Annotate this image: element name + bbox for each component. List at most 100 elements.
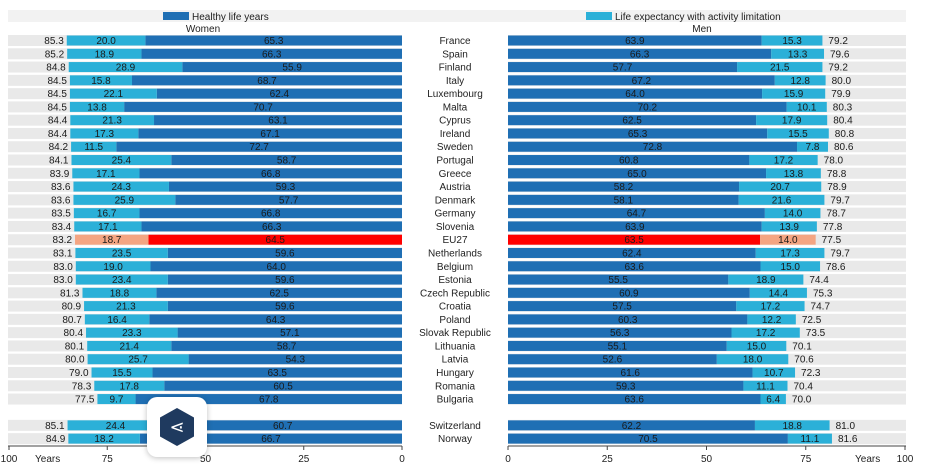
country-label-lithuania: Lithuania [435, 341, 476, 352]
country-label-slovenia: Slovenia [436, 222, 475, 233]
label-women-total-croatia: 80.9 [62, 302, 82, 313]
label-men-healthy-austria: 58.2 [614, 182, 634, 193]
label-women-total-slovak-republic: 80.4 [64, 328, 84, 339]
label-men-healthy-czech-republic: 60.9 [619, 288, 639, 299]
label-women-limitation-malta: 13.8 [87, 102, 107, 113]
label-men-limitation-portugal: 17.2 [774, 156, 794, 167]
label-men-healthy-hungary: 61.6 [621, 368, 641, 379]
men-panel-title: Men [692, 24, 711, 35]
label-women-total-spain: 85.2 [45, 49, 65, 60]
bar-women-limitation-spain [67, 48, 142, 59]
bar-women-limitation-italy [69, 75, 133, 86]
bar-men-limitation-netherlands [755, 247, 825, 258]
men-axis-unit: Years [855, 454, 880, 465]
bar-men-limitation-eu27 [760, 234, 816, 245]
label-women-limitation-croatia: 21.3 [116, 302, 136, 313]
bar-men-limitation-poland [747, 314, 796, 325]
label-women-limitation-latvia: 25.7 [128, 355, 148, 366]
bar-men-limitation-slovak-republic [731, 327, 800, 338]
label-men-healthy-cyprus: 62.5 [622, 116, 642, 127]
label-women-total-portugal: 84.1 [49, 156, 69, 167]
label-men-total-slovenia: 77.8 [823, 222, 843, 233]
women-tick-label-25: 25 [298, 454, 310, 465]
label-men-total-croatia: 74.7 [811, 302, 831, 313]
bar-women-healthy-slovenia [141, 221, 403, 232]
label-men-healthy-bulgaria: 63.6 [625, 395, 645, 406]
label-men-healthy-luxembourg: 64.0 [625, 89, 645, 100]
bar-women-healthy-sweden [116, 141, 402, 152]
women-axis-unit: Years [35, 454, 60, 465]
label-men-total-lithuania: 70.1 [792, 341, 812, 352]
label-women-healthy-switzerland: 60.7 [273, 421, 293, 432]
label-men-healthy-netherlands: 62.4 [622, 248, 642, 259]
label-men-total-hungary: 72.3 [801, 368, 821, 379]
label-women-healthy-norway: 66.7 [261, 434, 281, 445]
label-men-limitation-switzerland: 18.8 [783, 421, 803, 432]
bar-women-healthy-slovak-republic [177, 327, 402, 338]
bar-men-healthy-eu27 [508, 234, 761, 245]
label-men-healthy-germany: 64.7 [627, 209, 647, 220]
label-women-limitation-finland: 28.9 [116, 63, 136, 74]
bar-men-limitation-estonia [728, 274, 804, 285]
label-women-healthy-cyprus: 63.1 [268, 116, 288, 127]
country-label-bulgaria: Bulgaria [437, 395, 474, 406]
label-men-total-germany: 78.7 [826, 209, 846, 220]
label-women-healthy-greece: 66.8 [261, 169, 281, 180]
country-label-cyprus: Cyprus [439, 116, 471, 127]
label-men-healthy-slovak-republic: 56.3 [610, 328, 630, 339]
bar-women-limitation-germany [73, 208, 140, 219]
bar-men-limitation-slovenia [761, 221, 817, 232]
bar-women-limitation-czech-republic [82, 287, 157, 298]
label-women-limitation-greece: 17.1 [96, 169, 116, 180]
men-tick-label-75: 75 [800, 454, 812, 465]
bar-women-healthy-denmark [175, 194, 402, 205]
bar-men-limitation-bulgaria [760, 394, 786, 405]
label-women-limitation-slovak-republic: 23.3 [122, 328, 142, 339]
bar-women-healthy-lithuania [171, 340, 402, 351]
label-men-limitation-greece: 13.8 [784, 169, 804, 180]
label-men-healthy-poland: 60.3 [618, 315, 638, 326]
bar-men-limitation-norway [787, 433, 832, 444]
label-women-total-finland: 84.8 [46, 63, 66, 74]
bar-women-limitation-finland [68, 62, 183, 73]
label-women-healthy-eu27: 64.5 [266, 235, 286, 246]
label-women-total-hungary: 79.0 [69, 368, 89, 379]
label-men-total-ireland: 80.8 [835, 129, 855, 140]
label-men-total-latvia: 70.6 [794, 355, 814, 366]
bar-women-healthy-luxembourg [156, 88, 402, 99]
label-men-total-bulgaria: 70.0 [792, 395, 812, 406]
label-men-healthy-portugal: 60.8 [619, 156, 639, 167]
label-men-limitation-eu27: 14.0 [778, 235, 798, 246]
bar-men-healthy-france [508, 35, 762, 46]
label-women-limitation-ireland: 17.3 [95, 129, 115, 140]
label-women-total-netherlands: 83.1 [53, 248, 73, 259]
women-tick-label-100: 100 [1, 454, 18, 465]
label-men-limitation-hungary: 10.7 [764, 368, 784, 379]
label-men-limitation-finland: 21.5 [770, 63, 790, 74]
bar-men-limitation-hungary [752, 367, 796, 378]
label-women-total-cyprus: 84.4 [48, 116, 68, 127]
bar-women-limitation-norway [68, 433, 140, 444]
bar-women-healthy-estonia [167, 274, 402, 285]
label-men-healthy-croatia: 57.5 [612, 302, 632, 313]
label-women-total-romania: 78.3 [72, 381, 92, 392]
label-women-healthy-austria: 59.3 [276, 182, 296, 193]
label-women-total-italy: 84.5 [47, 76, 67, 87]
bar-men-healthy-slovenia [508, 221, 762, 232]
legend-label-healthy: Healthy life years [192, 12, 269, 23]
label-women-total-estonia: 83.0 [53, 275, 73, 286]
label-men-total-sweden: 80.6 [834, 142, 854, 153]
label-men-limitation-france: 15.3 [782, 36, 802, 47]
label-women-total-austria: 83.6 [51, 182, 71, 193]
legend: Healthy life years Life expectancy with … [8, 10, 906, 23]
bar-women-healthy-austria [168, 181, 402, 192]
bar-men-healthy-malta [508, 101, 787, 112]
label-women-healthy-italy: 68.7 [257, 76, 277, 87]
label-women-limitation-cyprus: 21.3 [102, 116, 122, 127]
label-women-healthy-sweden: 72.7 [249, 142, 269, 153]
bar-women-limitation-denmark [73, 194, 176, 205]
bar-women-limitation-malta [69, 101, 125, 112]
label-men-total-austria: 78.9 [827, 182, 847, 193]
label-men-total-spain: 79.6 [830, 49, 850, 60]
country-label-eu27: EU27 [442, 235, 467, 246]
